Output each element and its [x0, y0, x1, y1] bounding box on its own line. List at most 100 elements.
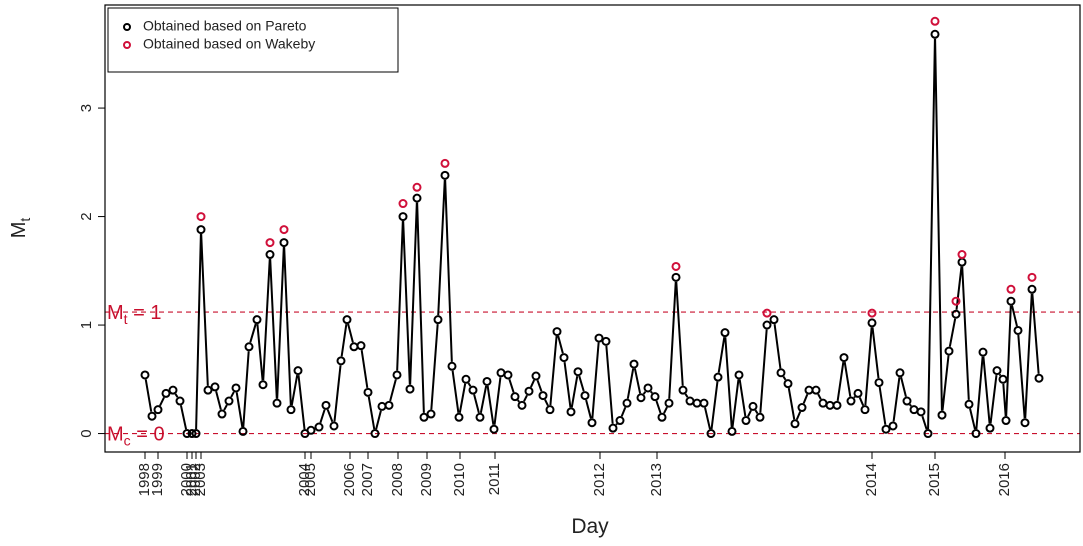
- y-label-sub: t: [17, 218, 33, 222]
- data-point: [650, 392, 660, 402]
- y-label-main: M: [8, 222, 30, 239]
- data-point: [846, 396, 856, 406]
- data-point: [601, 336, 611, 346]
- data-point: [622, 398, 632, 408]
- data-point: [811, 385, 821, 395]
- data-point: [286, 405, 296, 415]
- data-point: [447, 361, 457, 371]
- data-point: [377, 401, 387, 411]
- data-point: [566, 407, 576, 417]
- data-point: [321, 400, 331, 410]
- data-point: [252, 315, 262, 325]
- legend-box: [107, 7, 399, 73]
- threshold-rest: = 0: [131, 424, 165, 446]
- x-tick-label: 2001: [183, 463, 200, 496]
- data-point: [454, 412, 464, 422]
- threshold-sub: t: [124, 311, 128, 327]
- data-point: [524, 386, 534, 396]
- data-point: [881, 424, 891, 434]
- data-point: [985, 423, 995, 433]
- data-point: [1034, 373, 1044, 383]
- x-tick-label: 2008: [389, 463, 406, 496]
- x-tick-label: 2011: [486, 463, 503, 495]
- data-point: [440, 158, 450, 168]
- data-point: [217, 409, 227, 419]
- data-point: [224, 396, 234, 406]
- data-point: [888, 421, 898, 431]
- data-point: [496, 368, 506, 378]
- x-tick-label: 2000: [178, 463, 195, 496]
- data-point: [279, 238, 289, 248]
- data-point: [951, 309, 961, 319]
- data-point: [776, 368, 786, 378]
- data-point: [503, 370, 513, 380]
- data-point: [769, 315, 779, 325]
- data-point: [314, 422, 324, 432]
- data-point: [433, 315, 443, 325]
- x-tick-label: 2013: [648, 463, 665, 496]
- x-tick-label: 2004: [296, 463, 313, 496]
- data-point: [559, 353, 569, 363]
- data-point: [818, 398, 828, 408]
- data-point: [203, 385, 213, 395]
- x-tick-label: 2014: [863, 463, 880, 496]
- data-point: [426, 409, 436, 419]
- data-point: [175, 396, 185, 406]
- data-point: [370, 429, 380, 439]
- data-point: [329, 421, 339, 431]
- y-tick-label: 3: [78, 104, 95, 112]
- data-point: [349, 342, 359, 352]
- data-point: [405, 384, 415, 394]
- data-point: [279, 225, 289, 235]
- data-point: [531, 371, 541, 381]
- x-tick-label: 2005: [302, 463, 319, 496]
- data-point: [1001, 416, 1011, 426]
- y-axis-label: Mt: [8, 218, 33, 239]
- data-point: [1006, 284, 1016, 294]
- threshold-label: Mt = 1: [107, 302, 161, 327]
- data-point: [538, 391, 548, 401]
- data-point: [191, 429, 201, 439]
- legend-label: Obtained based on Pareto: [143, 18, 307, 34]
- x-axis-label: Day: [571, 515, 609, 538]
- data-point: [384, 400, 394, 410]
- data-point: [1006, 296, 1016, 306]
- x-tick-label: 2010: [451, 463, 468, 496]
- data-point: [510, 392, 520, 402]
- data-point: [657, 412, 667, 422]
- threshold-main: M: [107, 302, 124, 324]
- data-point: [1013, 325, 1023, 335]
- legend-marker: [123, 41, 131, 49]
- data-point: [1027, 284, 1037, 294]
- data-point: [594, 333, 604, 343]
- data-point: [762, 308, 772, 318]
- threshold-rest: = 1: [128, 302, 162, 324]
- data-point: [685, 396, 695, 406]
- data-point: [545, 405, 555, 415]
- data-point: [629, 359, 639, 369]
- data-point: [258, 380, 268, 390]
- data-point: [1027, 272, 1037, 282]
- data-point: [643, 383, 653, 393]
- data-point: [853, 388, 863, 398]
- data-point: [748, 401, 758, 411]
- x-tick-label: 2006: [341, 463, 358, 496]
- data-point: [804, 385, 814, 395]
- data-point: [608, 423, 618, 433]
- data-point: [755, 412, 765, 422]
- data-point: [147, 411, 157, 421]
- data-point: [930, 16, 940, 26]
- y-tick-label: 2: [78, 212, 95, 220]
- data-point: [182, 429, 192, 439]
- data-point: [356, 341, 366, 351]
- data-point: [937, 410, 947, 420]
- data-point: [196, 212, 206, 222]
- data-point: [895, 368, 905, 378]
- data-point: [671, 261, 681, 271]
- x-tick-label: 2003: [192, 463, 209, 496]
- data-point: [923, 429, 933, 439]
- data-point: [293, 366, 303, 376]
- data-point: [398, 212, 408, 222]
- data-point: [992, 366, 1002, 376]
- data-point: [392, 370, 402, 380]
